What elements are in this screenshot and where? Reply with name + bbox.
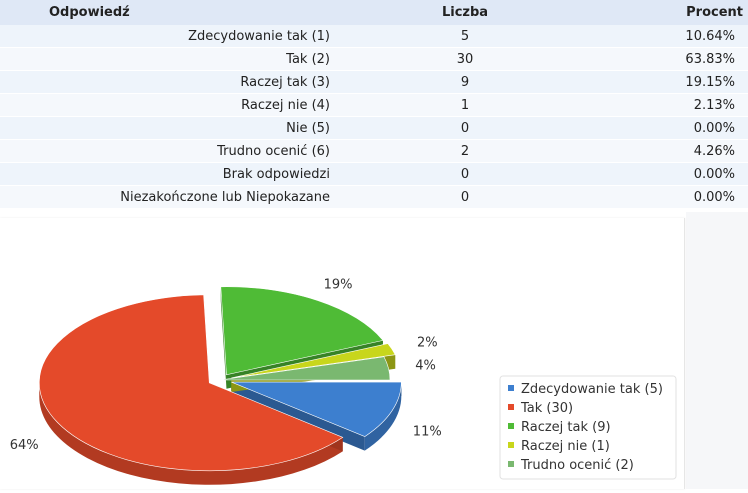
count-cell: 5 (330, 25, 600, 48)
count-cell: 2 (330, 139, 600, 163)
pie-slice (38, 294, 344, 472)
table-row: Raczej tak (3) 9 19.15% (0, 70, 748, 94)
legend-item: Tak (30) (520, 401, 573, 416)
pie-slice-side (39, 382, 343, 485)
answer-cell: Nie (5) (0, 116, 330, 140)
results-table: Odpowiedź Liczba Procent Zdecydowanie ta… (0, 0, 748, 209)
legend-item: Trudno ocenić (2) (520, 458, 634, 473)
answer-cell: Tak (2) (0, 47, 330, 71)
pie-data-label: 19% (324, 277, 353, 292)
count-cell: 0 (330, 162, 600, 186)
percent-cell: 4.26% (600, 139, 748, 163)
table-row: Niezakończone lub Niepokazane 0 0.00% (0, 185, 748, 209)
answer-cell: Raczej nie (4) (0, 93, 330, 117)
percent-cell: 0.00% (600, 162, 748, 186)
pie-data-label: 4% (415, 359, 436, 374)
header-answer: Odpowiedź (0, 0, 330, 25)
header-count: Liczba (330, 0, 600, 25)
legend-item: Raczej nie (1) (521, 439, 610, 454)
legend-swatch (508, 423, 514, 429)
legend-swatch (508, 461, 514, 467)
legend-swatch (508, 385, 514, 391)
answer-cell: Raczej tak (3) (0, 70, 330, 94)
pie-slice (219, 356, 391, 381)
table-row: Nie (5) 0 0.00% (0, 116, 748, 140)
count-cell: 0 (330, 185, 600, 209)
percent-cell: 0.00% (600, 116, 748, 140)
percent-cell: 2.13% (600, 93, 748, 117)
count-cell: 1 (330, 93, 600, 117)
pie-slice (231, 343, 396, 379)
percent-cell: 0.00% (600, 185, 748, 209)
table-row: Trudno ocenić (6) 2 4.26% (0, 139, 748, 163)
count-cell: 30 (330, 47, 600, 71)
legend-swatch (508, 404, 514, 410)
pie-slice (231, 381, 402, 437)
side-panel (686, 212, 748, 489)
chart-area: 11% 64% 19% 2% 4% Zdecydowanie tak (5) Tak (30… (0, 212, 748, 489)
answer-cell: Trudno ocenić (6) (0, 139, 330, 163)
legend-swatch (508, 442, 514, 448)
count-cell: 9 (330, 70, 600, 94)
table-row: Zdecydowanie tak (1) 5 10.64% (0, 25, 748, 48)
pie-chart: 11% 64% 19% 2% 4% Zdecydowanie tak (5) Tak (30… (10, 277, 677, 485)
table-row: Tak (2) 30 63.83% (0, 47, 748, 71)
table-row: Brak odpowiedzi 0 0.00% (0, 162, 748, 186)
legend-box (499, 375, 677, 480)
chart-panel: 11% 64% 19% 2% 4% Zdecydowanie tak (5) Tak (30… (0, 218, 685, 489)
pie-data-label: 2% (417, 336, 438, 351)
percent-cell: 63.83% (600, 47, 748, 71)
answer-cell: Brak odpowiedzi (0, 162, 330, 186)
percent-cell: 19.15% (600, 70, 748, 94)
percent-cell: 10.64% (600, 25, 748, 48)
table-row: Raczej nie (4) 1 2.13% (0, 93, 748, 117)
count-cell: 0 (330, 116, 600, 140)
pie-data-label: 11% (413, 424, 442, 439)
pie-data-label: 64% (10, 438, 39, 453)
pie-slice-side (364, 382, 402, 451)
pie-slice (220, 286, 384, 376)
header-percent: Procent (600, 0, 748, 25)
legend-item: Zdecydowanie tak (5) (521, 382, 663, 397)
answer-cell: Zdecydowanie tak (1) (0, 25, 330, 48)
answer-cell: Niezakończone lub Niepokazane (0, 185, 330, 209)
legend-item: Raczej tak (9) (521, 420, 611, 435)
